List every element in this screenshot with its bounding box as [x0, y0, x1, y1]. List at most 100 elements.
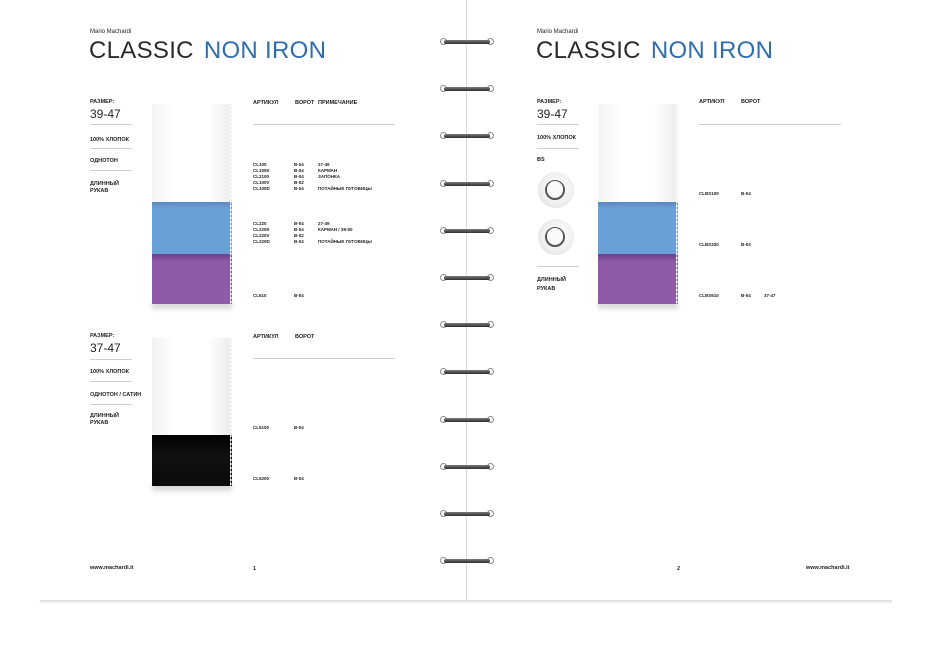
sleeve-label: ДЛИННЫЙ РУКАВ	[90, 181, 119, 195]
table-row: CL610 B-04	[253, 293, 304, 298]
swatch-black	[152, 435, 232, 486]
table-row: CL2100 B-04 ЗАПОНКА	[253, 174, 340, 179]
footer-url[interactable]: www.machardi.it	[806, 565, 850, 571]
table-row: CL100K B-04 КАРМАН	[253, 168, 338, 173]
collar-type-label: BS	[537, 157, 545, 163]
fabric-label: 100% ХЛОПОК	[537, 135, 576, 141]
col-header-collar: ВОРОТ	[741, 99, 761, 105]
pinked-edge-left	[152, 338, 154, 486]
binder-ring	[440, 462, 494, 471]
swatch-shadow	[598, 303, 678, 311]
table-row: CL5200 B-04	[253, 476, 304, 481]
sleeve-line-1: ДЛИННЫЙ	[537, 277, 567, 283]
table-row: CL220 B-04 27-49	[253, 221, 330, 226]
binder-ring	[440, 132, 494, 140]
binder-ring	[440, 415, 494, 424]
divider	[537, 266, 579, 267]
col-header-article: АРТИКУЛ	[253, 100, 279, 106]
fabric-swatch	[152, 104, 232, 304]
sleeve-label: ДЛИННЫЙ РУКАВ	[90, 413, 119, 427]
table-row: CL220D B-04 ПОТАЙНЫЕ ПУГОВИЦЫ	[253, 239, 372, 244]
divider	[90, 359, 132, 360]
table-group: CL220 B-04 27-49 CL220K B-04 КАРМАН / 39-50 …	[253, 221, 372, 245]
table-row: CL5100 B-04	[253, 425, 304, 430]
sleeve-line-1: ДЛИННЫЙ	[90, 181, 120, 187]
page-number: 1	[253, 566, 257, 572]
ring-wire	[444, 228, 490, 233]
swatch-blue	[152, 202, 232, 254]
ring-wire	[444, 134, 490, 139]
pattern-label: ОДНОТОН / САТИН	[90, 392, 142, 398]
binder-ring	[440, 226, 494, 235]
footer-url[interactable]: www.machardi.it	[90, 565, 134, 571]
size-label: РАЗМЕР:	[90, 99, 115, 105]
fabric-label: 100% ХЛОПОК	[90, 137, 129, 143]
swatch-purple	[598, 254, 678, 304]
size-value: 37-47	[90, 341, 121, 355]
table-group: CL100 B-04 27-49 CL100K B-04 КАРМАН CL2100 B-…	[253, 162, 372, 192]
collar-photo-2	[538, 219, 574, 255]
page-title: CLASSIC NON IRON	[89, 37, 326, 65]
table-header-rule	[253, 358, 395, 359]
swatch-white	[598, 104, 678, 202]
ring-wire	[444, 512, 490, 516]
brand-name: Mario Machardi	[90, 29, 132, 35]
fabric-swatch	[152, 338, 232, 486]
swatch-shadow	[152, 485, 232, 493]
col-header-article: АРТИКУЛ	[699, 99, 725, 105]
right-page	[467, 0, 892, 600]
size-value: 39-47	[90, 107, 121, 121]
page-spine	[466, 0, 467, 602]
collar-photo-1	[538, 172, 574, 208]
pinked-edge-right	[230, 338, 232, 486]
divider	[90, 170, 132, 171]
swatch-blue	[598, 202, 678, 254]
title-classic: CLASSIC	[89, 37, 194, 64]
table-row: CLBS330 B-04	[699, 242, 751, 247]
binder-ring	[440, 38, 494, 46]
table-row: CL100D B-04 ПОТАЙНЫЕ ПУГОВИЦЫ	[253, 186, 372, 191]
table-row: CL220K B-04 КАРМАН / 39-50	[253, 227, 353, 232]
table-row: CL220V B-02	[253, 233, 304, 238]
col-header-collar: ВОРОТ	[295, 100, 315, 106]
ring-wire	[444, 464, 490, 469]
divider	[537, 124, 579, 125]
table-row: CL100 B-04 27-49	[253, 162, 330, 167]
table-header-rule	[699, 124, 841, 125]
sleeve-line-2: РУКАВ	[537, 286, 556, 292]
swatch-white	[152, 104, 232, 202]
col-header-article: АРТИКУЛ	[253, 334, 279, 340]
ring-wire	[444, 276, 490, 280]
binder-ring	[440, 321, 494, 329]
page-bottom-edge	[40, 600, 892, 604]
divider	[90, 124, 132, 125]
col-header-collar: ВОРОТ	[295, 334, 315, 340]
ring-wire	[444, 87, 490, 92]
swatch-purple	[152, 254, 232, 304]
fabric-swatch	[598, 104, 678, 304]
divider	[90, 404, 132, 405]
sleeve-line-2: РУКАВ	[90, 420, 109, 426]
table-group: CL610 B-04	[253, 293, 318, 299]
size-label: РАЗМЕР:	[90, 333, 115, 339]
sleeve-line-1: ДЛИННЫЙ	[90, 413, 120, 419]
divider	[537, 148, 579, 149]
swatch-shadow	[152, 303, 232, 311]
title-non-iron: NON IRON	[650, 37, 774, 64]
binder-ring	[440, 274, 494, 282]
swatch-white	[152, 338, 232, 435]
binder-ring	[440, 179, 494, 188]
pinked-edge-right	[676, 104, 678, 304]
collar-inner	[547, 181, 563, 197]
divider	[90, 381, 132, 382]
size-label: РАЗМЕР:	[537, 99, 562, 105]
table-row: CLBS100 B-04	[699, 191, 751, 196]
ring-wire	[444, 417, 490, 422]
size-value: 39-47	[537, 107, 568, 121]
title-classic: CLASSIC	[536, 37, 641, 64]
ring-wire	[444, 323, 490, 328]
binder-ring	[440, 557, 494, 565]
pinked-edge-left	[152, 104, 154, 304]
col-header-note: ПРИМЕЧАНИЕ	[318, 100, 358, 106]
pinked-edge-right	[230, 104, 232, 304]
